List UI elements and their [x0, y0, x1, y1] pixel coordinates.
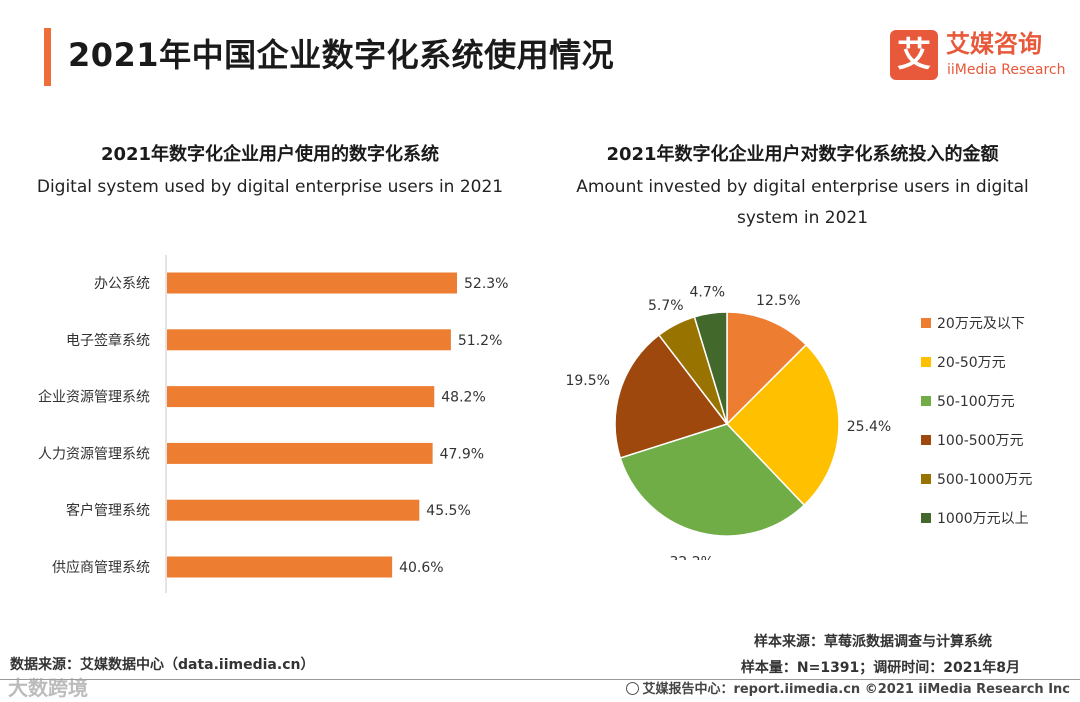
globe-icon — [626, 682, 640, 695]
footer-divider — [0, 679, 1080, 680]
pie-value-label: 4.7% — [690, 285, 726, 301]
legend-swatch — [921, 396, 931, 406]
pie-value-label: 19.5% — [565, 373, 609, 389]
sample-source: 样本来源：草莓派数据调查与计算系统 — [754, 634, 992, 650]
pie-slice — [726, 311, 808, 426]
page-title: 2021年中国企业数字化系统使用情况 — [68, 36, 615, 74]
pie-slice — [693, 311, 728, 425]
bar-chart-title: 2021年数字化企业用户使用的数字化系统 — [100, 144, 440, 165]
data-source: 数据来源：艾媒数据中心（data.iimedia.cn） — [10, 657, 315, 673]
bar-category-label: 供应商管理系统 — [52, 559, 150, 576]
bar-chart: 办公系统 52.3% 电子签章系统 51.2% 企业资源管理系统 48.2% 人力资源管理系… — [38, 255, 508, 593]
bar — [167, 386, 435, 408]
legend-label: 20-50万元 — [937, 355, 1006, 371]
bar-category-label: 办公系统 — [94, 276, 150, 292]
bar — [167, 329, 451, 351]
pie-value-label: 32.2% — [669, 555, 713, 561]
brand-logo: 艾 艾媒咨询 iiMedia Research — [890, 30, 1070, 80]
legend-swatch — [921, 318, 931, 328]
pie-value-label: 25.4% — [847, 419, 891, 435]
bar-value-label: 40.6% — [399, 560, 443, 576]
legend-swatch — [921, 357, 931, 367]
bar-value-label: 52.3% — [464, 276, 508, 292]
watermark: 大数跨境 — [8, 676, 88, 700]
bar-category-label: 企业资源管理系统 — [38, 389, 150, 406]
bar-category-label: 电子签章系统 — [66, 332, 150, 349]
legend-label: 1000万元以上 — [937, 511, 1029, 527]
pie-value-label: 5.7% — [648, 298, 684, 314]
bar-category-label: 人力资源管理系统 — [38, 446, 150, 462]
bar — [167, 272, 457, 294]
pie-slice — [619, 423, 806, 537]
bar — [167, 499, 420, 521]
bar-chart-subtitle: Digital system used by digital enterpris… — [36, 177, 504, 197]
bar-value-label: 45.5% — [426, 503, 470, 519]
report-center: 艾媒报告中心：report.iimedia.cn ©2021 iiMedia R… — [626, 680, 1070, 700]
pie-chart: 12.5% 25.4% 32.2% 19.5% 5.7% 4.7% 20万元及以下 20-50… — [565, 285, 1032, 561]
bar-value-label: 48.2% — [441, 390, 485, 406]
report-center-text: 艾媒报告中心：report.iimedia.cn ©2021 iiMedia R… — [642, 682, 1070, 697]
pie-value-label: 12.5% — [756, 293, 800, 309]
pie-chart-title: 2021年数字化企业用户对数字化系统投入的金额 — [606, 144, 999, 165]
bar-category-label: 客户管理系统 — [66, 502, 150, 519]
legend-label: 20万元及以下 — [937, 316, 1025, 332]
pie-slice — [725, 343, 840, 507]
legend-swatch — [921, 513, 931, 523]
sample-size: 样本量：N=1391；调研时间：2021年8月 — [740, 660, 1020, 676]
bar — [167, 442, 433, 464]
legend-swatch — [921, 435, 931, 445]
legend-swatch — [921, 474, 931, 484]
legend-label: 500-1000万元 — [937, 472, 1032, 488]
bar-value-label: 51.2% — [458, 333, 502, 349]
brand-mark: 艾 — [890, 30, 938, 80]
title-accent-bar — [44, 28, 51, 86]
bar — [167, 556, 393, 578]
pie-chart-subtitle-line-1: Amount invested by digital enterprise us… — [576, 177, 1029, 197]
bar-value-label: 47.9% — [440, 446, 484, 462]
legend-label: 50-100万元 — [937, 394, 1015, 410]
pie-chart-subtitle: Amount invested by digital enterprise us… — [555, 172, 1050, 234]
brand-sub: iiMedia Research — [947, 62, 1066, 78]
legend-label: 100-500万元 — [937, 433, 1024, 449]
brand-name: 艾媒咨询 — [946, 30, 1042, 58]
pie-chart-subtitle-line-2: system in 2021 — [736, 208, 869, 228]
pie-slice — [614, 334, 729, 459]
